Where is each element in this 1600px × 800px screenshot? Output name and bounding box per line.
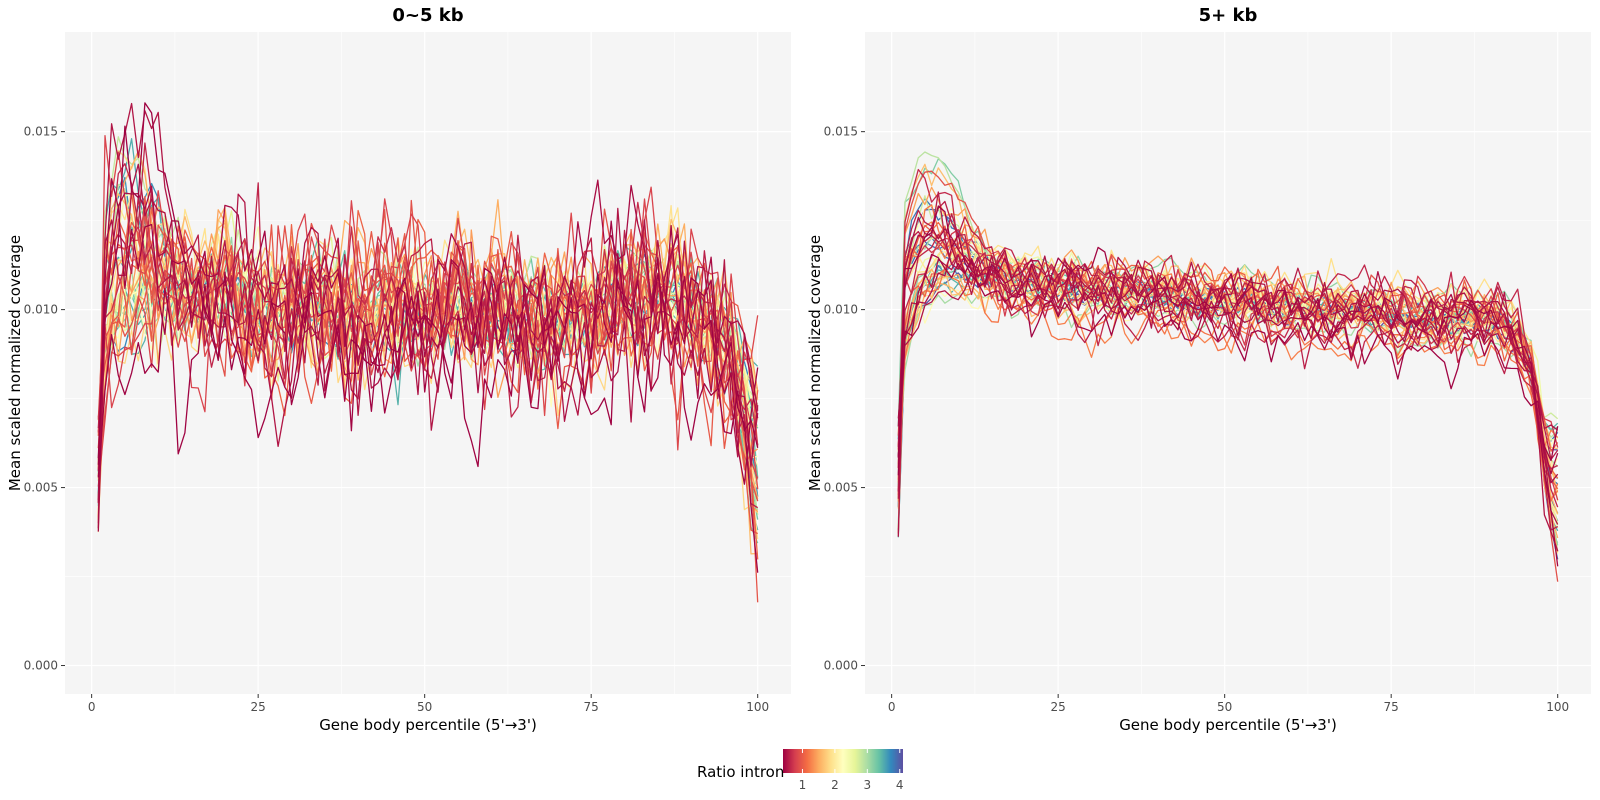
- legend-tick-label: 2: [831, 778, 839, 792]
- x-tick-label: 50: [417, 700, 432, 714]
- series-line: [897, 205, 1559, 476]
- legend-title: Ratio intron: [697, 763, 784, 781]
- x-axis-title: Gene body percentile (5'→3'): [1119, 716, 1337, 734]
- y-axis: 0.000 0.005 0.010 0.015: [24, 125, 65, 673]
- panel-5plus-kb: 0 25 50 75 100 0.000 0.005 0.010 0.015 5+ kb Ge…: [806, 5, 1591, 734]
- series-line: [897, 200, 1559, 531]
- series-lines: [897, 151, 1559, 582]
- panel-title: 5+ kb: [1199, 5, 1258, 26]
- y-tick-label: 0.000: [24, 659, 58, 673]
- x-tick-label: 75: [584, 700, 599, 714]
- series-line: [97, 207, 759, 560]
- series-line: [97, 195, 759, 449]
- x-tick-label: 75: [1384, 700, 1399, 714]
- x-tick-label: 50: [1217, 700, 1232, 714]
- series-line: [897, 246, 1559, 484]
- y-tick-label: 0.010: [24, 303, 58, 317]
- series-line: [97, 195, 759, 509]
- series-line: [897, 168, 1558, 470]
- legend-tick-label: 3: [864, 778, 872, 792]
- legend-tick-label: 1: [799, 778, 807, 792]
- y-axis-title: Mean scaled normalized coverage: [806, 235, 824, 491]
- series-line: [97, 102, 759, 465]
- panel-title: 0~5 kb: [392, 5, 463, 26]
- series-line: [97, 253, 759, 573]
- series-line: [897, 216, 1559, 537]
- y-tick-label: 0.015: [24, 125, 58, 139]
- y-axis-title: Mean scaled normalized coverage: [6, 235, 24, 491]
- x-tick-label: 100: [1546, 700, 1569, 714]
- plot-background: [865, 32, 1591, 694]
- x-tick-label: 100: [746, 700, 769, 714]
- series-lines: [97, 102, 759, 603]
- y-tick-label: 0.005: [824, 481, 858, 495]
- legend-ticks: 1 2 3 4: [799, 749, 904, 792]
- x-axis: 0 25 50 75 100: [888, 694, 1569, 714]
- series-line: [97, 179, 759, 532]
- y-tick-label: 0.000: [824, 659, 858, 673]
- y-axis: 0.000 0.005 0.010 0.015: [824, 125, 865, 673]
- series-line: [897, 246, 1559, 567]
- y-tick-label: 0.015: [824, 125, 858, 139]
- series-line: [897, 226, 1559, 475]
- legend-colorbar: [783, 749, 903, 773]
- x-tick-label: 25: [251, 700, 266, 714]
- x-axis: 0 25 50 75 100: [88, 694, 769, 714]
- x-axis-title: Gene body percentile (5'→3'): [319, 716, 537, 734]
- x-tick-label: 0: [888, 700, 896, 714]
- x-tick-label: 25: [1051, 700, 1066, 714]
- y-tick-label: 0.005: [24, 481, 58, 495]
- series-line: [897, 255, 1559, 458]
- legend-tick-label: 4: [896, 778, 904, 792]
- x-tick-label: 0: [88, 700, 96, 714]
- y-tick-label: 0.010: [824, 303, 858, 317]
- series-line: [97, 135, 759, 524]
- color-legend: Ratio intron 1 2 3 4: [697, 749, 904, 792]
- panel-0-5kb: 0 25 50 75 100 0.000 0.005 0.010 0.015 0~5 kb G…: [6, 5, 791, 734]
